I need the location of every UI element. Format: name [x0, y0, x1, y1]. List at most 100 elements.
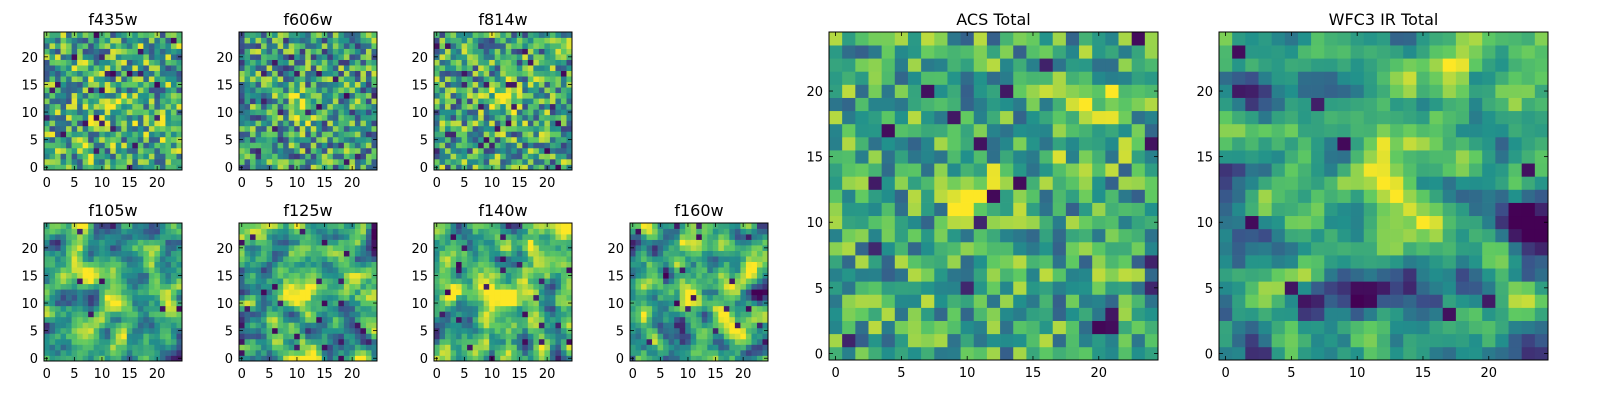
heatmap-cell — [332, 316, 339, 323]
heatmap-cell — [1013, 294, 1027, 308]
heatmap-cell — [272, 239, 278, 246]
heatmap-cell — [527, 92, 534, 99]
heatmap-cell — [261, 120, 267, 127]
heatmap-cell — [762, 261, 769, 268]
heatmap-cell — [277, 223, 284, 229]
heatmap-cell — [483, 223, 490, 229]
heatmap-cell — [522, 316, 529, 323]
heatmap-cell — [630, 333, 636, 340]
heatmap-cell — [316, 59, 323, 66]
heatmap-cell — [121, 114, 128, 121]
heatmap-cell — [310, 59, 317, 66]
heatmap-cell — [277, 305, 284, 312]
heatmap-cell — [299, 142, 306, 149]
heatmap-cell — [505, 164, 512, 171]
heatmap-cell — [641, 355, 647, 362]
heatmap-cell — [255, 305, 262, 312]
heatmap-cell — [734, 322, 741, 329]
heatmap-cell — [327, 355, 334, 362]
heatmap-cell — [327, 223, 334, 229]
heatmap-cell — [652, 305, 658, 312]
heatmap-cell — [555, 250, 562, 257]
heatmap-cell — [239, 153, 245, 160]
heatmap-cell — [299, 147, 306, 154]
heatmap-cell — [321, 65, 328, 71]
heatmap-cell — [690, 322, 697, 329]
heatmap-cell — [842, 333, 856, 348]
heatmap-cell — [555, 37, 562, 44]
heatmap-cell — [272, 164, 278, 171]
heatmap-cell — [354, 261, 361, 268]
heatmap-cell — [505, 272, 512, 279]
heatmap-cell — [261, 261, 267, 268]
heatmap-cell — [450, 322, 457, 329]
heatmap-cell — [332, 333, 339, 340]
heatmap-cell — [690, 256, 697, 262]
heatmap-cell — [349, 278, 356, 285]
heatmap-cell — [538, 239, 545, 246]
heatmap-cell — [434, 333, 440, 340]
heatmap-cell — [505, 327, 512, 334]
heatmap-cell — [707, 311, 714, 318]
heatmap-cell — [110, 294, 117, 301]
heatmap-cell — [60, 37, 67, 44]
heatmap-cell — [137, 81, 144, 88]
heatmap-cell — [277, 327, 284, 334]
heatmap-cell — [349, 333, 356, 340]
heatmap-cell — [723, 349, 730, 356]
heatmap-cell — [527, 311, 534, 318]
heatmap-cell — [110, 120, 117, 127]
heatmap-cell — [712, 294, 719, 301]
heatmap-cell — [316, 120, 323, 127]
heatmap-cell — [305, 311, 312, 318]
heatmap-cell — [842, 255, 856, 269]
heatmap-cell — [250, 136, 256, 143]
heatmap-cell — [494, 322, 501, 329]
heatmap-cell — [1013, 176, 1027, 190]
heatmap-cell — [745, 228, 752, 235]
heatmap-cell — [88, 289, 95, 296]
heatmap-cell — [829, 268, 843, 282]
heatmap-cell — [652, 338, 658, 345]
heatmap-cell — [674, 333, 681, 340]
heatmap-cell — [500, 131, 507, 138]
heatmap-cell — [842, 215, 856, 230]
heatmap-cell — [734, 256, 741, 262]
heatmap-cell — [115, 98, 122, 105]
heatmap-cell — [110, 327, 117, 334]
heatmap-cell — [921, 163, 935, 177]
heatmap-cell — [255, 136, 262, 143]
heatmap-cell — [132, 256, 139, 262]
heatmap-cell — [349, 294, 356, 301]
heatmap-cell — [66, 70, 72, 77]
heatmap-cell — [115, 37, 122, 44]
heatmap-cell — [354, 37, 361, 44]
heatmap-cell — [555, 114, 562, 121]
heatmap-cell — [478, 59, 485, 66]
heatmap-cell — [143, 256, 150, 262]
heatmap-cell — [354, 305, 361, 312]
heatmap-cell — [49, 59, 56, 66]
heatmap-cell — [338, 37, 345, 44]
heatmap-cell — [66, 43, 72, 49]
heatmap-cell — [365, 125, 372, 132]
heatmap-cell — [327, 131, 334, 138]
heatmap-cell — [115, 256, 122, 262]
heatmap-cell — [555, 344, 562, 351]
heatmap-cell — [734, 338, 741, 345]
heatmap-cell — [740, 322, 747, 329]
heatmap-cell — [343, 142, 350, 149]
heatmap-cell — [77, 316, 83, 323]
heatmap-cell — [360, 234, 367, 240]
heatmap-cell — [456, 164, 462, 171]
heatmap-cell — [82, 294, 89, 301]
heatmap-cell — [511, 300, 518, 307]
heatmap-cell — [679, 250, 686, 257]
heatmap-cell — [560, 103, 567, 110]
heatmap-cell — [99, 114, 106, 121]
heatmap-cell — [434, 338, 440, 345]
heatmap-cell — [894, 202, 909, 217]
heatmap-cell — [44, 289, 50, 296]
heatmap-cell — [305, 239, 312, 246]
